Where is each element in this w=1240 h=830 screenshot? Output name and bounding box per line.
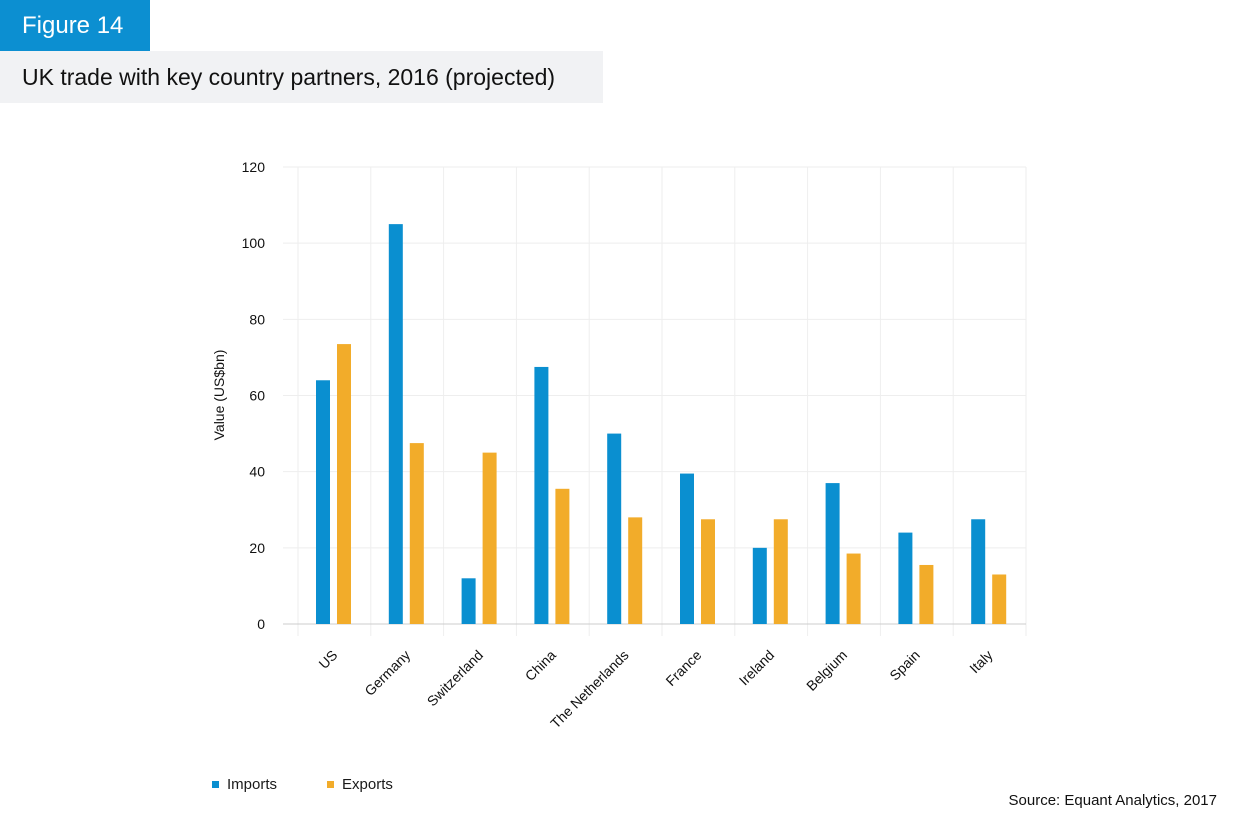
- x-tick-label: Belgium: [803, 647, 850, 694]
- x-tick-label: Ireland: [736, 647, 778, 689]
- y-axis-label: Value (US$bn): [211, 350, 227, 441]
- x-tick-label: Italy: [966, 647, 995, 676]
- bar-exports-china: [555, 488, 570, 624]
- figure-label: Figure 14: [0, 0, 150, 51]
- y-tick-label: 60: [249, 388, 265, 404]
- bar-exports-spain: [919, 564, 934, 624]
- bar-imports-france: [680, 473, 694, 624]
- y-tick-label: 100: [242, 235, 266, 251]
- legend-label-imports: Imports: [227, 776, 278, 793]
- x-tick-label: Spain: [886, 647, 923, 684]
- y-tick-label: 40: [249, 464, 265, 480]
- legend-swatch-imports: [212, 781, 219, 788]
- legend: Imports Exports: [212, 776, 443, 793]
- bar-exports-germany: [409, 443, 424, 624]
- x-tick-label: China: [522, 647, 559, 684]
- bars: [316, 224, 1007, 624]
- bar-exports-france: [701, 519, 715, 624]
- x-tick-label: Switzerland: [424, 647, 486, 709]
- legend-item-imports: Imports: [212, 776, 277, 793]
- legend-item-exports: Exports: [327, 776, 393, 793]
- bar-imports-china: [534, 366, 549, 624]
- bar-imports-germany: [388, 224, 403, 624]
- bar-imports-spain: [898, 532, 913, 624]
- bar-exports-belgium: [846, 553, 861, 624]
- x-tick-label: US: [315, 647, 340, 672]
- x-tick-label: Germany: [361, 647, 413, 699]
- y-tick-label: 20: [249, 540, 265, 556]
- y-tick-label: 120: [242, 159, 266, 175]
- bar-imports-the-netherlands: [607, 433, 622, 624]
- bar-imports-ireland: [752, 547, 767, 624]
- chart-title: UK trade with key country partners, 2016…: [0, 51, 603, 103]
- x-tick-label: The Netherlands: [547, 647, 632, 732]
- y-tick-label: 80: [249, 311, 265, 327]
- bar-exports-the-netherlands: [628, 517, 643, 624]
- bar-imports-us: [316, 380, 330, 624]
- bar-imports-belgium: [825, 483, 840, 624]
- bar-exports-us: [337, 344, 351, 624]
- y-tick-label: 0: [257, 616, 265, 632]
- bar-exports-switzerland: [482, 452, 497, 624]
- source-note: Source: Equant Analytics, 2017: [1008, 792, 1217, 809]
- bar-exports-italy: [992, 574, 1007, 624]
- bar-exports-ireland: [773, 519, 788, 624]
- legend-label-exports: Exports: [342, 776, 393, 793]
- bar-imports-switzerland: [461, 578, 476, 624]
- x-tick-label: France: [662, 647, 704, 689]
- y-axis-ticks: 0 20 40 60 80 100 120: [242, 159, 266, 632]
- legend-swatch-exports: [327, 781, 335, 788]
- bar-imports-italy: [971, 519, 986, 624]
